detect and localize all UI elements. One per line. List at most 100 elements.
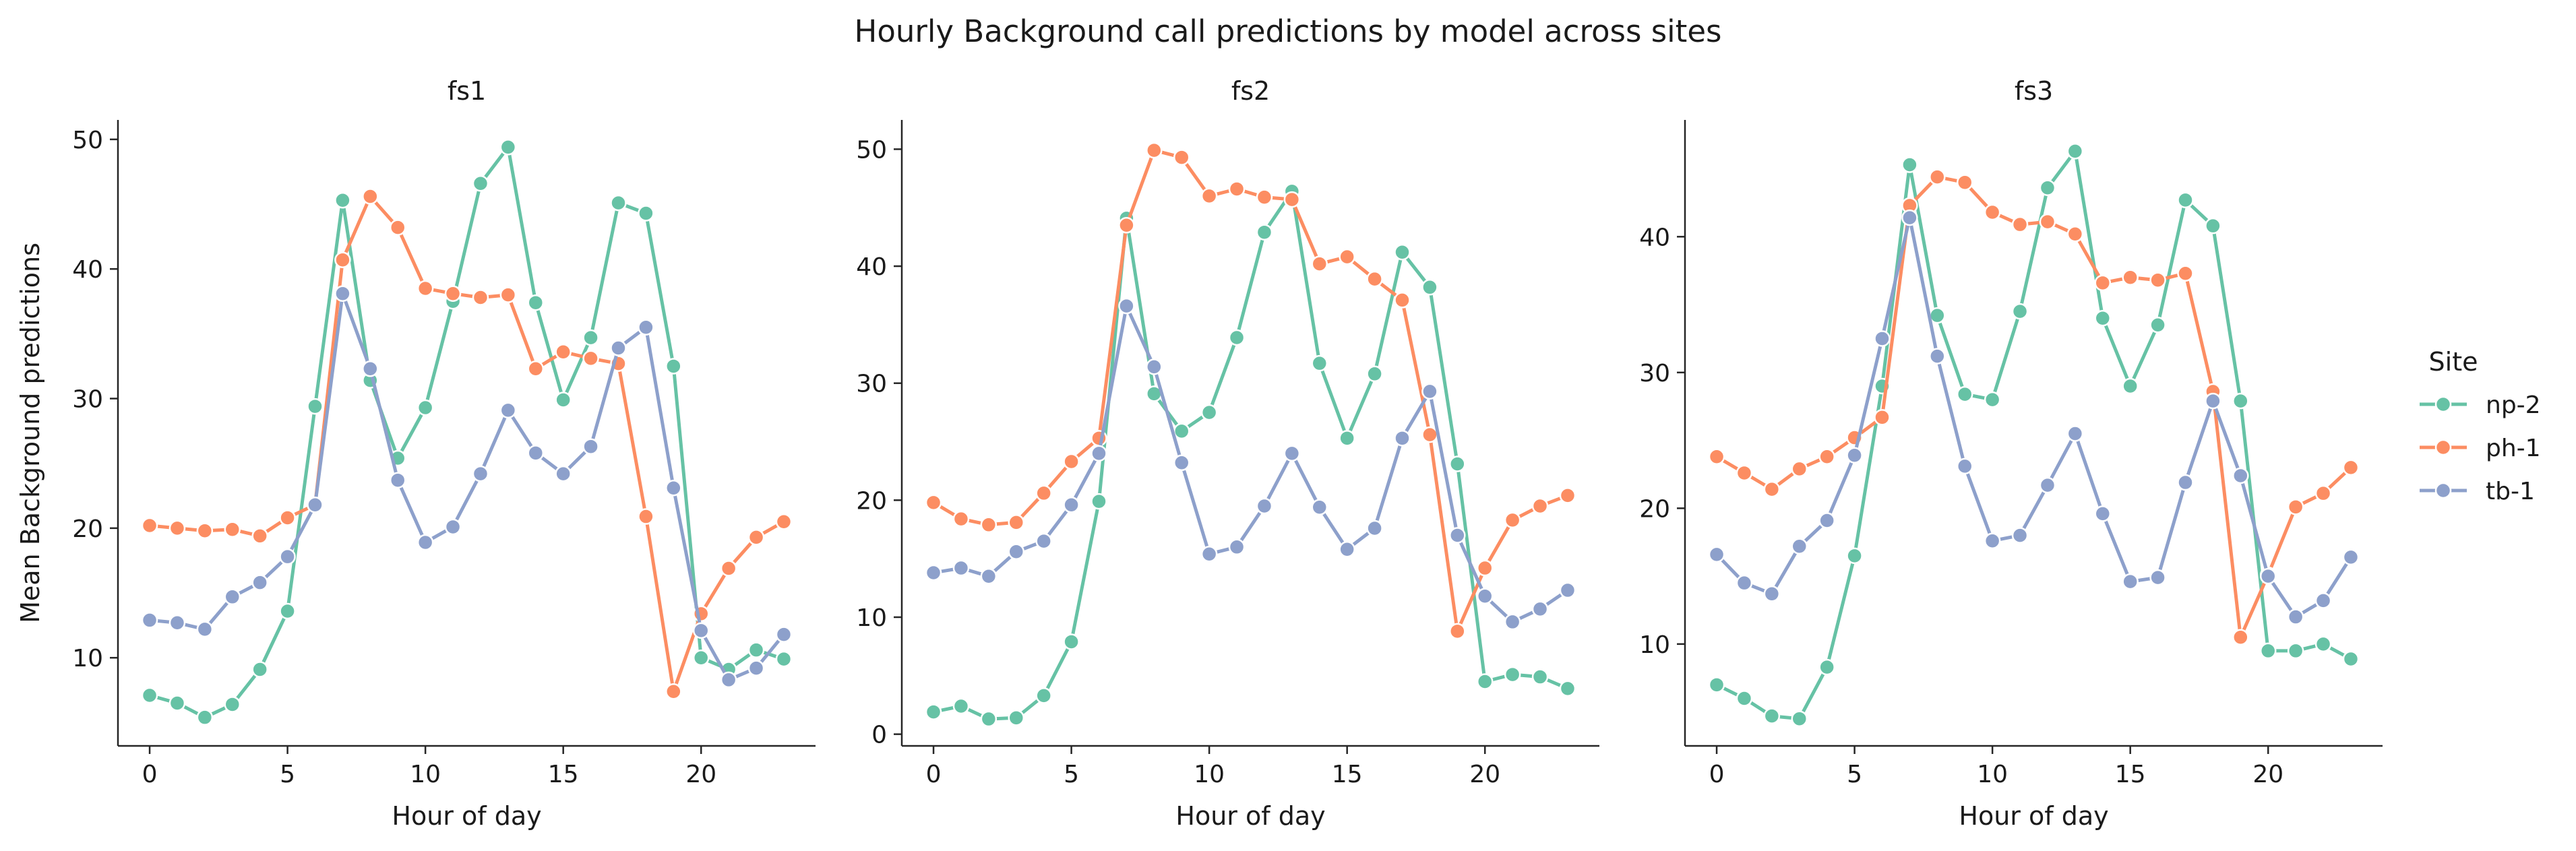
- legend-label: ph-1: [2486, 435, 2541, 462]
- data-point: [1736, 464, 1753, 482]
- y-tick-label: 20: [1639, 495, 1670, 523]
- data-point: [1736, 574, 1753, 592]
- data-point: [1901, 156, 1918, 173]
- data-point: [1228, 538, 1246, 556]
- data-point: [2094, 309, 2112, 327]
- data-point: [1984, 532, 2001, 549]
- legend-label: np-2: [2486, 391, 2541, 419]
- data-point: [638, 205, 654, 222]
- data-point: [925, 564, 942, 581]
- data-point: [1818, 512, 1835, 529]
- legend-entry-np-2: np-2: [2420, 391, 2541, 419]
- data-point: [1008, 710, 1025, 726]
- data-point: [1256, 224, 1273, 241]
- data-point: [2039, 213, 2056, 230]
- data-point: [610, 340, 627, 356]
- data-point: [747, 660, 765, 676]
- legend-marker: [2434, 396, 2452, 413]
- data-point: [1283, 191, 1301, 208]
- data-point: [1421, 383, 1438, 400]
- data-point: [2259, 642, 2277, 660]
- data-point: [1283, 445, 1301, 462]
- data-point: [775, 650, 793, 668]
- y-tick-label: 30: [72, 386, 103, 414]
- data-point: [1339, 541, 1355, 558]
- data-point: [1394, 243, 1411, 261]
- subplot-2: 0 5 10 15 20 0 10 20 30 40 50 fs2 Hour of day: [856, 76, 1599, 831]
- data-point: [2342, 548, 2360, 566]
- data-point: [952, 510, 970, 528]
- data-point: [1366, 365, 1383, 383]
- data-point: [1449, 623, 1466, 640]
- data-point: [1929, 168, 1946, 185]
- legend-marker: [2434, 482, 2452, 499]
- data-point: [362, 188, 379, 205]
- data-point: [1901, 209, 1918, 226]
- series-np-2: [1708, 143, 2360, 727]
- data-point: [527, 360, 545, 377]
- data-point: [2011, 527, 2029, 544]
- data-point: [1791, 538, 1808, 555]
- data-point: [2287, 608, 2304, 625]
- data-point: [417, 534, 434, 551]
- data-point: [444, 285, 462, 302]
- subplot-1: 0 5 10 15 20 10 20 30 40 50 fs1 Hour of day Mean Bac…: [16, 76, 816, 831]
- data-point: [2342, 650, 2360, 668]
- x-tick-label: 20: [685, 761, 716, 788]
- data-point: [472, 175, 489, 192]
- data-point: [1091, 493, 1107, 510]
- data-point: [1559, 680, 1576, 697]
- data-point: [692, 622, 710, 639]
- y-tick-label: 40: [72, 256, 103, 284]
- y-tick-label: 30: [1639, 360, 1670, 387]
- data-point: [1763, 707, 1781, 724]
- data-point: [1394, 292, 1411, 309]
- data-point: [2122, 377, 2139, 395]
- data-point: [1008, 514, 1025, 531]
- data-point: [1118, 217, 1135, 234]
- data-point: [1956, 174, 1973, 191]
- data-point: [1504, 511, 1521, 529]
- data-point: [224, 521, 241, 538]
- data-point: [1228, 181, 1246, 197]
- data-point: [1763, 480, 1781, 498]
- data-point: [1173, 454, 1190, 472]
- data-point: [665, 479, 682, 497]
- data-point: [362, 360, 379, 377]
- data-point: [925, 703, 942, 720]
- data-point: [1063, 497, 1080, 513]
- x-tick-label: 10: [410, 761, 441, 788]
- data-point: [2122, 269, 2139, 286]
- data-point: [1449, 527, 1466, 544]
- data-point: [224, 696, 241, 713]
- data-point: [417, 280, 434, 297]
- data-point: [1874, 330, 1891, 347]
- data-point: [1791, 460, 1808, 478]
- data-point: [1449, 455, 1466, 472]
- data-point: [1200, 187, 1218, 205]
- series-line: [149, 195, 785, 693]
- data-point: [141, 517, 158, 534]
- legend: Site np-2 ph-1 tb-1: [2420, 347, 2541, 505]
- data-point: [168, 519, 186, 537]
- data-point: [1091, 445, 1107, 462]
- data-point: [499, 402, 517, 419]
- data-point: [555, 391, 572, 408]
- data-point: [610, 194, 627, 212]
- data-point: [665, 358, 682, 375]
- data-point: [1559, 487, 1576, 504]
- series-ph-1: [141, 188, 793, 700]
- data-point: [1956, 385, 1973, 403]
- data-point: [2287, 642, 2304, 660]
- data-point: [1063, 633, 1080, 650]
- data-point: [1008, 543, 1025, 560]
- data-point: [1421, 426, 1438, 443]
- data-point: [1791, 710, 1808, 727]
- series-tb-1: [141, 285, 793, 689]
- data-point: [1339, 430, 1355, 447]
- data-point: [168, 695, 186, 712]
- data-point: [2177, 265, 2194, 282]
- data-point: [1366, 519, 1383, 537]
- series-ph-1: [925, 141, 1576, 640]
